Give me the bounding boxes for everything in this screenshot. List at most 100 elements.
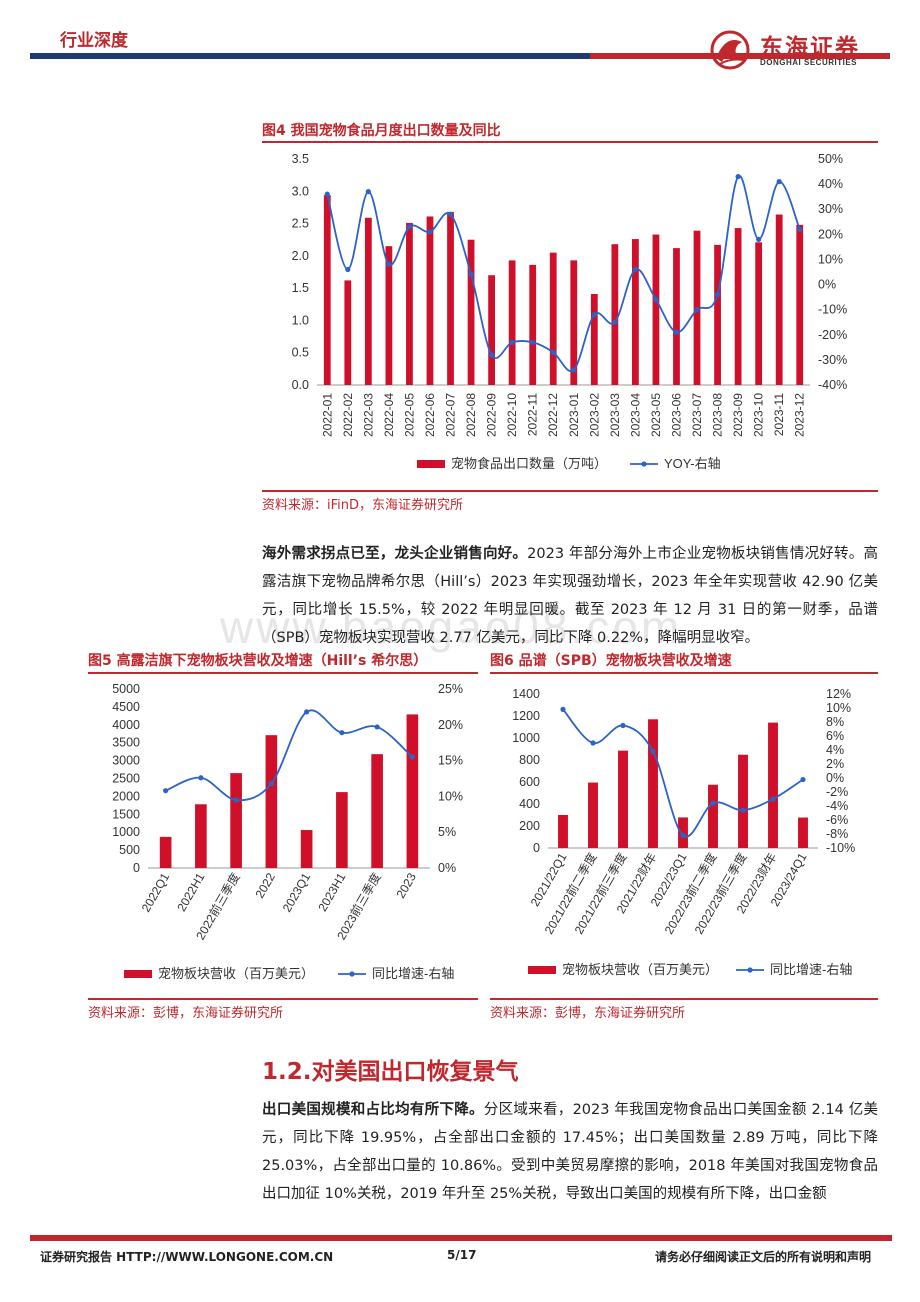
y-tick-label-right: -2% <box>826 785 848 799</box>
y-tick-label-left: 5000 <box>112 682 140 696</box>
bar <box>798 817 808 848</box>
y-tick-label-right: -10% <box>826 841 855 855</box>
x-tick-label: 2022 <box>252 870 278 900</box>
y-tick-label-left: 4500 <box>112 700 140 714</box>
bar <box>371 754 383 868</box>
x-tick-label: 2023-03 <box>608 393 622 437</box>
y-tick-label-right: 40% <box>818 177 843 191</box>
logo-chinese-name: 东海证券 <box>760 35 860 61</box>
bar <box>678 817 688 848</box>
legend-bar-label: 宠物食品出口数量（万吨） <box>451 456 607 471</box>
bar <box>447 211 454 385</box>
line-point <box>163 788 169 794</box>
x-tick-label: 2022-07 <box>444 393 458 437</box>
fig5-title: 图5 高露洁旗下宠物板块营收及增速（Hill’s 希尔思） <box>88 653 428 669</box>
legend-line-marker <box>349 971 355 977</box>
y-tick-label-right: 50% <box>818 152 843 166</box>
x-tick-label: 2022-06 <box>423 393 437 437</box>
bar <box>159 836 172 868</box>
line-point <box>800 776 806 783</box>
y-tick-label-right: -4% <box>826 799 848 813</box>
report-category-tag: 行业深度 <box>60 31 128 51</box>
bar <box>230 773 242 868</box>
bar <box>755 242 763 385</box>
paragraph-body: 分区域来看，2023 年我国宠物食品出口美国金额 2.14 亿美元，同比下降 1… <box>262 1102 879 1202</box>
x-tick-label: 2022Q1 <box>139 870 173 914</box>
bar <box>406 714 419 868</box>
x-tick-label: 2023-02 <box>587 393 601 437</box>
y-tick-label-right: 10% <box>818 252 843 266</box>
y-tick-label-left: 600 <box>519 775 540 789</box>
paragraph-body: 2023 年部分海外上市企业宠物板块销售情况好转。高露洁旗下宠物品牌希尔思（Hi… <box>262 546 879 646</box>
header-bar-navy <box>30 53 590 59</box>
y-tick-label-right: -10% <box>818 303 847 317</box>
y-tick-label-right: -8% <box>826 827 848 841</box>
footer-rule <box>30 1235 892 1241</box>
fig5-bottom-rule <box>88 998 478 1000</box>
bar <box>652 234 660 385</box>
y-tick-label-right: 0% <box>818 278 836 292</box>
x-tick-label: 2022-12 <box>546 393 560 437</box>
line-point <box>233 797 239 803</box>
line-point <box>374 724 380 730</box>
y-tick-label-left: 500 <box>119 843 140 857</box>
line-point <box>489 352 495 358</box>
bar <box>738 754 748 848</box>
line-point <box>560 706 566 712</box>
bar <box>648 719 658 848</box>
y-tick-label-right: 20% <box>818 227 843 241</box>
legend-bar-swatch <box>417 460 445 468</box>
bar <box>714 244 721 385</box>
bar <box>618 750 628 848</box>
paragraph-lead: 海外需求拐点已至，龙头企业销售向好。 <box>262 546 528 562</box>
x-tick-label: 2022-05 <box>402 393 416 437</box>
line-point <box>632 266 638 273</box>
x-tick-label: 2022-11 <box>526 393 540 436</box>
y-tick-label-right: 20% <box>438 718 463 732</box>
x-tick-label: 2022-03 <box>361 393 375 437</box>
bar <box>558 815 568 848</box>
line-point <box>735 173 741 180</box>
bar <box>768 722 778 848</box>
y-tick-label-right: 0% <box>438 861 456 875</box>
bar <box>385 246 393 385</box>
line-point <box>409 754 415 760</box>
line-point <box>468 271 474 278</box>
bar <box>632 239 639 385</box>
legend-bar-label: 宠物板块营收（百万美元） <box>158 966 314 981</box>
bar <box>708 784 718 848</box>
fig4-chart: 0.0 0.5 1.0 1.5 2.0 2.5 3.0 3.5 -40% -30% -20% -10%… <box>292 152 848 471</box>
x-tick-label: 2022-10 <box>505 393 519 437</box>
y-tick-label-right: 25% <box>438 682 463 696</box>
fig4-bottom-rule <box>262 490 878 492</box>
y-tick-label-left: 400 <box>519 797 540 811</box>
x-tick-label: 2022-02 <box>341 393 355 437</box>
bar <box>488 275 495 385</box>
x-tick-label: 2023-05 <box>649 393 663 437</box>
line-point <box>198 775 204 781</box>
bar <box>590 293 598 385</box>
line-point <box>650 748 656 754</box>
y-tick-label-left: 4000 <box>112 718 140 732</box>
logo-english-name: DONGHAI SECURITIES <box>760 58 858 67</box>
line-point <box>673 329 680 335</box>
fig5-top-rule <box>88 672 478 674</box>
watermark: www.baogao08.com <box>220 601 683 653</box>
line-point <box>406 224 413 230</box>
y-tick-label-right: 2% <box>826 757 844 771</box>
y-tick-label-right: 15% <box>438 754 463 768</box>
line-point <box>653 297 659 303</box>
y-tick-label-left: 1200 <box>512 709 540 723</box>
line-point <box>710 800 716 806</box>
y-tick-label-right: -6% <box>826 813 848 827</box>
y-tick-label-left: 2.0 <box>292 249 309 263</box>
footer-disclaimer: 请务必仔细阅读正文后的所有说明和声明 <box>655 1250 872 1264</box>
bar <box>364 217 372 385</box>
line-point <box>427 229 433 235</box>
line-point <box>776 179 782 185</box>
y-tick-label-right: -40% <box>818 378 847 392</box>
x-tick-label: 2022H1 <box>174 870 207 914</box>
y-tick-label-right: 12% <box>826 687 851 701</box>
y-tick-label-left: 1000 <box>112 825 140 839</box>
fig5-chart: 0 500 1000 1500 2000 2500 3000 3500 4000 4500 5000… <box>112 682 463 981</box>
